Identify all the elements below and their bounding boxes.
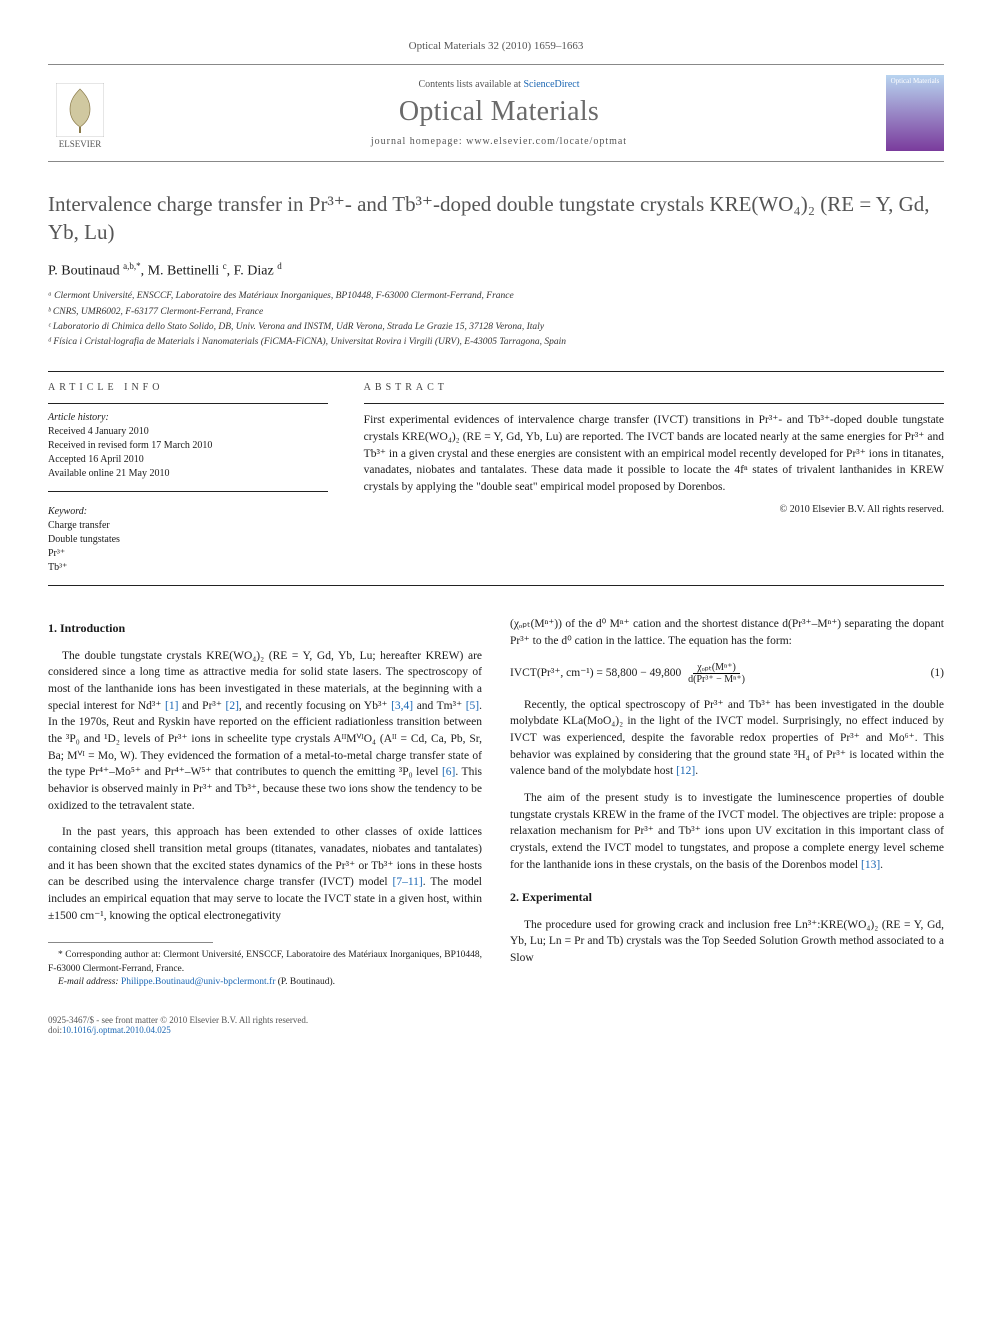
info-rule-2 <box>48 491 328 492</box>
ref-link-2[interactable]: [2] <box>226 700 239 712</box>
history-item: Accepted 16 April 2010 <box>48 453 328 467</box>
right-column: (χₒₚₜ(Mⁿ⁺)) of the d⁰ Mⁿ⁺ cation and the… <box>510 616 944 989</box>
abstract-text: First experimental evidences of interval… <box>364 412 944 495</box>
contents-available-line: Contents lists available at ScienceDirec… <box>112 79 886 90</box>
history-item: Available online 21 May 2010 <box>48 467 328 481</box>
journal-name: Optical Materials <box>112 96 886 128</box>
affiliation-item: ᵈ Física i Cristal·lografia de Materials… <box>48 335 944 349</box>
front-matter-line: 0925-3467/$ - see front matter © 2010 El… <box>48 1015 308 1025</box>
bottom-left: 0925-3467/$ - see front matter © 2010 El… <box>48 1015 308 1035</box>
homepage-prefix: journal homepage: <box>371 136 466 147</box>
corresponding-author-footnote: * Corresponding author at: Clermont Univ… <box>48 949 482 976</box>
equation-denominator: d(Pr³⁺ − Mⁿ⁺) <box>684 674 749 685</box>
authors-list: P. Boutinaud a,b,*, M. Bettinelli c, F. … <box>48 261 944 280</box>
col2-paragraph-3: The aim of the present study is to inves… <box>510 790 944 873</box>
sciencedirect-link[interactable]: ScienceDirect <box>523 79 579 90</box>
equation-lhs: IVCT(Pr³⁺, cm⁻¹) = 58,800 − 49,800 <box>510 667 681 679</box>
left-column: 1. Introduction The double tungstate cry… <box>48 616 482 989</box>
info-rule <box>48 403 328 404</box>
affiliation-item: ᵇ CNRS, UMR6002, F-63177 Clermont-Ferran… <box>48 305 944 319</box>
cover-thumb-label: Optical Materials <box>891 77 940 85</box>
equation-numerator: χₒₚₜ(Mⁿ⁺) <box>693 662 740 674</box>
bottom-metadata: 0925-3467/$ - see front matter © 2010 El… <box>48 1015 944 1035</box>
journal-reference: Optical Materials 32 (2010) 1659–1663 <box>48 40 944 52</box>
footnote-separator <box>48 942 213 943</box>
keywords-label: Keyword: <box>48 506 328 517</box>
equation-fraction: χₒₚₜ(Mⁿ⁺) d(Pr³⁺ − Mⁿ⁺) <box>684 662 749 685</box>
col2-p2-pre: Recently, the optical spectroscopy of Pr… <box>510 699 944 778</box>
article-info-label: ARTICLE INFO <box>48 382 328 393</box>
ref-link-5[interactable]: [5] <box>466 700 479 712</box>
email-label: E-mail address: <box>58 977 121 987</box>
homepage-line: journal homepage: www.elsevier.com/locat… <box>112 136 886 147</box>
email-link[interactable]: Philippe.Boutinaud@univ-bpclermont.fr <box>121 977 275 987</box>
col2-paragraph-1: (χₒₚₜ(Mⁿ⁺)) of the d⁰ Mⁿ⁺ cation and the… <box>510 616 944 649</box>
intro-p1-and-tm: and Tm³⁺ <box>413 700 466 712</box>
abstract-column: ABSTRACT First experimental evidences of… <box>344 372 944 585</box>
keyword-item: Tb³⁺ <box>48 561 328 575</box>
elsevier-logo: ELSEVIER <box>48 77 112 149</box>
history-list: Received 4 January 2010Received in revis… <box>48 425 328 481</box>
email-suffix: (P. Boutinaud). <box>275 977 335 987</box>
affiliation-item: ᵃ Clermont Université, ENSCCF, Laboratoi… <box>48 289 944 303</box>
intro-paragraph-1: The double tungstate crystals KRE(WO₄)₂ … <box>48 648 482 815</box>
intro-paragraph-2: In the past years, this approach has bee… <box>48 824 482 924</box>
abstract-rule <box>364 403 944 404</box>
experimental-heading: 2. Experimental <box>510 889 944 906</box>
doi-link[interactable]: 10.1016/j.optmat.2010.04.025 <box>62 1025 171 1035</box>
ref-link-13[interactable]: [13] <box>861 859 880 871</box>
history-item: Received in revised form 17 March 2010 <box>48 439 328 453</box>
elsevier-tree-icon <box>56 83 104 137</box>
ref-link-12[interactable]: [12] <box>676 765 695 777</box>
info-abstract-row: ARTICLE INFO Article history: Received 4… <box>48 371 944 586</box>
ref-link-6[interactable]: [6] <box>442 766 455 778</box>
affiliation-item: ᶜ Laboratorio di Chimica dello Stato Sol… <box>48 320 944 334</box>
intro-p1-focus: , and recently focusing on Yb³⁺ <box>239 700 391 712</box>
keywords-list: Charge transferDouble tungstatesPr³⁺Tb³⁺ <box>48 519 328 575</box>
keyword-item: Double tungstates <box>48 533 328 547</box>
journal-cover-thumbnail: Optical Materials <box>886 75 944 151</box>
equation-1: IVCT(Pr³⁺, cm⁻¹) = 58,800 − 49,800 χₒₚₜ(… <box>510 662 944 685</box>
doi-line: doi:10.1016/j.optmat.2010.04.025 <box>48 1025 308 1035</box>
journal-header: ELSEVIER Contents lists available at Sci… <box>48 64 944 162</box>
col2-paragraph-2: Recently, the optical spectroscopy of Pr… <box>510 697 944 780</box>
history-label: Article history: <box>48 412 328 423</box>
affiliations: ᵃ Clermont Université, ENSCCF, Laboratoi… <box>48 289 944 349</box>
history-item: Received 4 January 2010 <box>48 425 328 439</box>
doi-prefix: doi: <box>48 1025 62 1035</box>
elsevier-label: ELSEVIER <box>59 139 102 149</box>
ref-link-1[interactable]: [1] <box>165 700 178 712</box>
keyword-item: Pr³⁺ <box>48 547 328 561</box>
body-columns: 1. Introduction The double tungstate cry… <box>48 616 944 989</box>
ref-link-34[interactable]: [3,4] <box>391 700 413 712</box>
keyword-item: Charge transfer <box>48 519 328 533</box>
equation-body: IVCT(Pr³⁺, cm⁻¹) = 58,800 − 49,800 χₒₚₜ(… <box>510 662 749 685</box>
article-info-column: ARTICLE INFO Article history: Received 4… <box>48 372 344 585</box>
intro-p1-and-pr: and Pr³⁺ <box>178 700 225 712</box>
header-center: Contents lists available at ScienceDirec… <box>112 79 886 147</box>
equation-label: (1) <box>931 665 944 682</box>
article-title: Intervalence charge transfer in Pr³⁺- an… <box>48 190 944 247</box>
introduction-heading: 1. Introduction <box>48 620 482 637</box>
contents-prefix: Contents lists available at <box>418 79 523 90</box>
experimental-paragraph-1: The procedure used for growing crack and… <box>510 917 944 967</box>
ref-link-7-11[interactable]: [7–11] <box>393 876 423 888</box>
abstract-label: ABSTRACT <box>364 382 944 393</box>
homepage-url: www.elsevier.com/locate/optmat <box>466 136 627 147</box>
abstract-copyright: © 2010 Elsevier B.V. All rights reserved… <box>364 504 944 515</box>
email-footnote: E-mail address: Philippe.Boutinaud@univ-… <box>48 976 482 989</box>
